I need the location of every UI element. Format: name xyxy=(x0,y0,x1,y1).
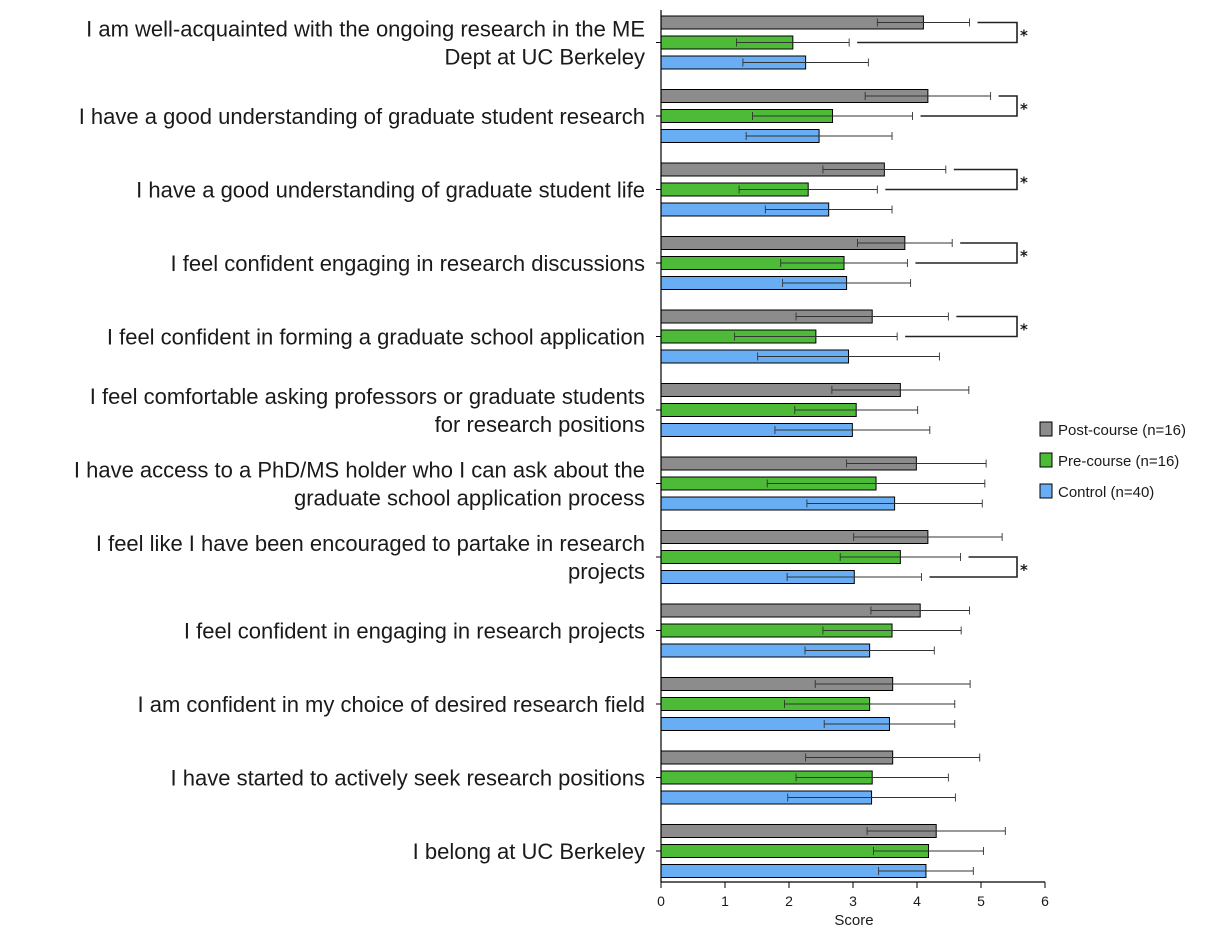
x-tick-label: 5 xyxy=(977,893,985,909)
significance-marker: * xyxy=(1020,100,1028,118)
category-label: projects xyxy=(568,559,645,584)
category-label: I feel confident in forming a graduate s… xyxy=(107,325,645,350)
category-label: for research positions xyxy=(435,412,645,437)
x-axis-title: Score xyxy=(834,912,873,929)
significance-marker: * xyxy=(1020,247,1028,265)
category-label: I am confident in my choice of desired r… xyxy=(138,692,645,717)
category-label: I have started to actively seek research… xyxy=(171,766,645,791)
x-tick-label: 0 xyxy=(657,893,665,909)
legend-swatch xyxy=(1039,452,1053,468)
error-bars xyxy=(734,18,1006,875)
x-tick-label: 6 xyxy=(1041,893,1049,909)
legend-label: Control (n=40) xyxy=(1058,484,1154,501)
category-label: I feel confident in engaging in research… xyxy=(184,619,645,644)
significance-bracket xyxy=(905,315,1018,338)
x-tick-label: 2 xyxy=(785,893,793,909)
significance-marker: * xyxy=(1020,174,1028,192)
significance-marker: * xyxy=(1020,561,1028,579)
category-label: I feel like I have been encouraged to pa… xyxy=(96,531,645,556)
significance-bracket xyxy=(915,242,1018,264)
significance-brackets: * * * * * * xyxy=(857,21,1028,579)
legend-swatch xyxy=(1039,483,1053,499)
category-label: I feel confident engaging in research di… xyxy=(170,251,645,276)
category-label: I have a good understanding of graduate … xyxy=(79,104,645,129)
significance-marker: * xyxy=(1020,27,1028,45)
significance-bracket xyxy=(920,95,1018,117)
category-labels: I am well-acquainted with the ongoing re… xyxy=(74,17,661,864)
category-label: I am well-acquainted with the ongoing re… xyxy=(86,17,645,42)
legend-swatch xyxy=(1039,421,1053,437)
category-label: graduate school application process xyxy=(294,486,645,511)
significance-bracket xyxy=(857,21,1018,44)
category-label: I feel comfortable asking professors or … xyxy=(90,384,645,409)
legend: Post-course (n=16) Pre-course (n=16) Contr… xyxy=(1039,421,1186,501)
category-label: Dept at UC Berkeley xyxy=(444,45,645,70)
significance-bracket xyxy=(929,556,1018,578)
category-label: I have a good understanding of graduate … xyxy=(136,178,645,203)
category-label: I have access to a PhD/MS holder who I c… xyxy=(74,458,645,483)
significance-marker: * xyxy=(1020,321,1028,339)
significance-bracket xyxy=(885,168,1018,191)
bars xyxy=(660,15,937,878)
legend-label: Post-course (n=16) xyxy=(1058,422,1186,439)
legend-label: Pre-course (n=16) xyxy=(1058,453,1179,470)
x-ticks: 0 1 2 3 4 5 6 xyxy=(657,882,1049,909)
category-label: I belong at UC Berkeley xyxy=(413,839,645,864)
x-tick-label: 1 xyxy=(721,893,729,909)
x-tick-label: 4 xyxy=(913,893,921,909)
x-tick-label: 3 xyxy=(849,893,857,909)
